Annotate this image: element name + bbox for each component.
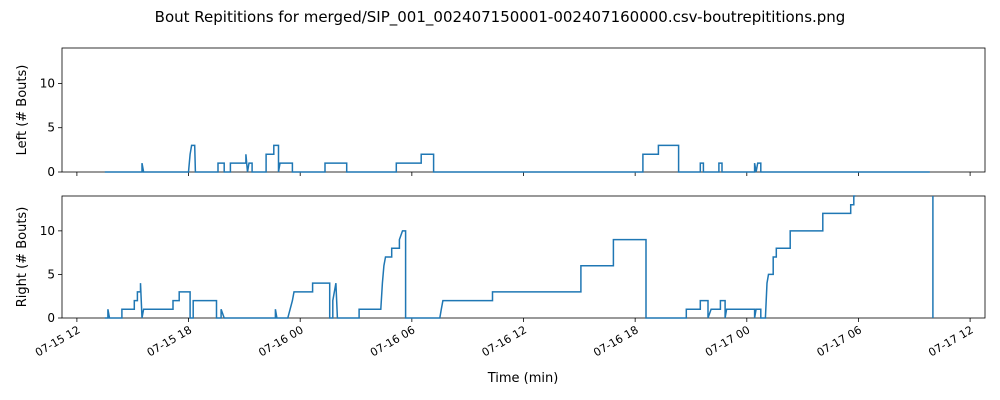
y-tick-label: 5 <box>47 267 55 281</box>
y-axis-label-right: Right (# Bouts) <box>15 207 30 308</box>
y-tick-label: 5 <box>47 121 55 135</box>
y-ticks-left: 0 5 10 <box>40 76 62 179</box>
panel-left: 0 5 10 Left (# Bouts) <box>15 47 986 179</box>
x-axis-label: Time (min) <box>487 371 559 386</box>
axes-frame-left <box>61 47 986 173</box>
series-line-right <box>104 195 856 319</box>
y-ticks-right: 0 5 10 <box>40 224 62 325</box>
x-tick-label: 07-15 12 <box>33 323 82 359</box>
x-tick-label: 07-16 12 <box>480 323 529 359</box>
y-tick-label: 10 <box>40 76 55 90</box>
x-tick-label: 07-17 06 <box>815 323 864 359</box>
y-axis-label-left: Left (# Bouts) <box>15 65 30 156</box>
y-tick-label: 0 <box>47 311 55 325</box>
x-tick-label: 07-16 00 <box>256 323 305 359</box>
x-tick-label: 07-15 18 <box>145 323 194 359</box>
y-tick-label: 10 <box>40 224 55 238</box>
x-tick-label: 07-16 18 <box>591 323 640 359</box>
x-tick-label: 07-17 12 <box>926 323 975 359</box>
x-tick-label: 07-17 00 <box>703 323 752 359</box>
x-tick-label: 07-16 06 <box>368 323 417 359</box>
axes-frame-right <box>61 195 986 319</box>
y-tick-label: 0 <box>47 165 55 179</box>
x-ticks-right: 07-15 12 07-15 18 07-16 00 07-16 06 07-16 12… <box>33 318 976 359</box>
chart-title: Bout Repititions for merged/SIP_001_0024… <box>155 8 846 27</box>
series-line-left <box>104 144 930 173</box>
